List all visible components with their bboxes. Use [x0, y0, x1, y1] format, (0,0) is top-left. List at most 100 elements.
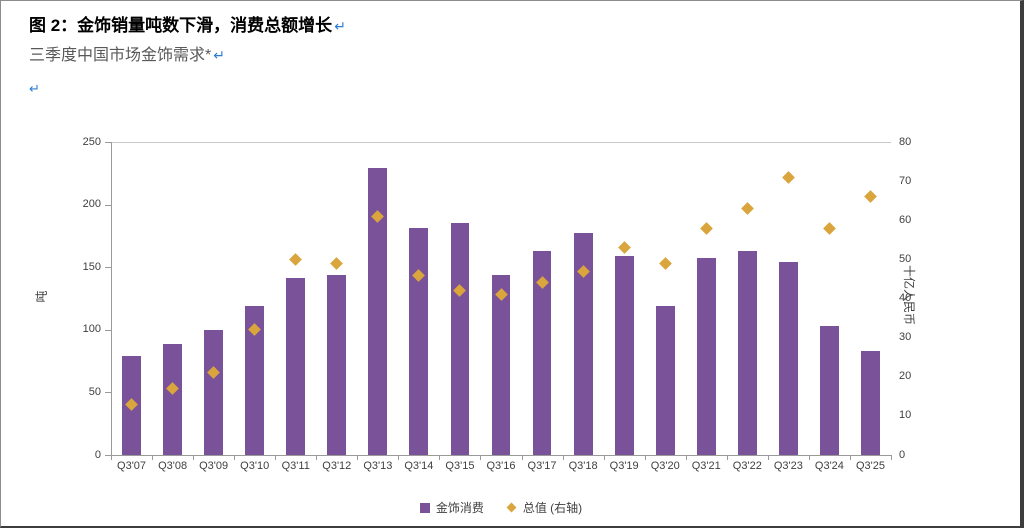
x-tickmark-1: [152, 456, 154, 460]
x-tick-Q3'08: Q3'08: [158, 460, 188, 472]
y-right-tick-50: 50: [899, 252, 912, 265]
y-right-tick-20: 20: [899, 370, 912, 383]
x-tick-Q3'11: Q3'11: [281, 460, 310, 472]
x-tickmark-2: [193, 456, 195, 460]
marker-Q3'25: [864, 190, 877, 204]
bar-Q3'16: [491, 274, 511, 455]
y-left-tick-0: 0: [94, 448, 101, 461]
x-tickmark-12: [603, 456, 605, 460]
bar-Q3'08: [163, 343, 182, 455]
figure-title: 图 2：金饰销量吨数下滑，消费总额增长 ↵: [29, 11, 346, 36]
x-tickmark-0: [111, 456, 112, 460]
bar-Q3'19: [614, 255, 634, 455]
marker-Q3'20: [658, 256, 672, 270]
y-left-tick-200: 200: [82, 198, 101, 211]
y-right-tick-0: 0: [899, 448, 906, 461]
y-left-tickmark-50: [105, 392, 111, 394]
legend-label-diamonds: 总值 (右轴): [522, 501, 583, 515]
y-right-tick-60: 60: [899, 213, 912, 226]
bar-Q3'13: [368, 168, 388, 455]
marker-Q3'11: [289, 253, 303, 266]
y-right-tick-40: 40: [899, 292, 912, 304]
legend-item-bars: 金饰消费: [419, 499, 484, 516]
bar-Q3'23: [778, 262, 798, 455]
marker-Q3'24: [823, 221, 836, 235]
marker-Q3'19: [617, 241, 631, 254]
x-tickmark-19: [891, 456, 892, 460]
x-tickmark-16: [767, 456, 769, 460]
paragraph-mark-icon: ↵: [213, 47, 225, 63]
x-tickmark-9: [480, 456, 482, 460]
x-tickmark-17: [808, 456, 810, 460]
bottom-axis-line: [111, 455, 892, 456]
x-tick-Q3'16: Q3'16: [486, 460, 516, 472]
gold-jewellery-demand-chart: 吨 十亿人民币 0 50 100 150 200 250 0 10 20 30 40 50 60 70 80…: [1, 113, 1020, 521]
legend-item-diamonds: 总值 (右轴): [506, 499, 582, 516]
x-tick-Q3'07: Q3'07: [117, 460, 147, 472]
x-tickmark-5: [316, 456, 318, 460]
bar-swatch-icon: [419, 502, 430, 513]
x-tick-Q3'17: Q3'17: [527, 460, 557, 472]
x-tick-Q3'22: Q3'22: [732, 460, 762, 472]
x-tick-Q3'12: Q3'12: [322, 460, 352, 472]
x-tick-Q3'24: Q3'24: [814, 460, 844, 472]
paragraph-mark-icon: ↵: [334, 18, 346, 34]
y-left-tick-50: 50: [88, 385, 101, 398]
bar-Q3'15: [450, 223, 470, 455]
x-tick-Q3'18: Q3'18: [568, 460, 598, 472]
bar-Q3'17: [532, 250, 552, 455]
x-tickmark-8: [439, 456, 441, 460]
x-tickmark-3: [234, 456, 236, 460]
y-right-tick-70: 70: [899, 174, 912, 187]
x-tickmark-14: [685, 456, 687, 460]
chart-legend: 金饰消费 总值 (右轴): [111, 499, 891, 516]
y-left-tickmark-200: [105, 204, 111, 206]
figure-title-text: 图 2：金饰销量吨数下滑，消费总额增长: [29, 16, 333, 35]
x-tick-Q3'25: Q3'25: [855, 460, 885, 472]
x-tick-Q3'15: Q3'15: [445, 460, 475, 472]
x-tickmark-15: [726, 456, 728, 460]
bar-Q3'10: [245, 306, 265, 455]
marker-Q3'22: [740, 202, 754, 215]
diamond-swatch-icon: [506, 502, 517, 513]
bar-Q3'14: [409, 228, 429, 455]
x-tick-Q3'20: Q3'20: [650, 460, 680, 472]
figure-subtitle-text: 三季度中国市场金饰需求*: [29, 47, 212, 64]
x-tickmark-10: [521, 456, 523, 460]
y-left-tickmark-250: [105, 142, 111, 143]
x-tick-Q3'13: Q3'13: [363, 460, 393, 472]
bar-Q3'09: [204, 329, 224, 455]
y-left-tickmark-100: [105, 329, 111, 331]
marker-Q3'23: [781, 170, 795, 184]
x-tick-Q3'09: Q3'09: [199, 460, 229, 472]
y-left-tick-250: 250: [82, 135, 101, 148]
legend-label-bars: 金饰消费: [435, 501, 484, 515]
bar-Q3'21: [696, 258, 716, 455]
marker-Q3'21: [699, 221, 713, 235]
bar-Q3'12: [327, 274, 347, 455]
x-tick-Q3'21: Q3'21: [691, 460, 721, 472]
left-axis-line: [111, 142, 112, 455]
marker-Q3'12: [330, 256, 344, 270]
x-tickmark-7: [398, 456, 400, 460]
x-tick-Q3'23: Q3'23: [773, 460, 803, 472]
bar-Q3'18: [573, 233, 593, 455]
x-tick-Q3'14: Q3'14: [404, 460, 434, 472]
left-axis-title: 吨: [34, 290, 49, 303]
y-left-tick-100: 100: [82, 323, 101, 336]
bar-Q3'24: [819, 326, 839, 455]
bar-Q3'11: [286, 278, 306, 455]
x-tickmark-11: [562, 456, 564, 460]
y-left-tickmark-0: [105, 455, 111, 456]
paragraph-mark-icon: ↵: [29, 81, 40, 96]
plot-area: [111, 142, 891, 455]
x-tick-Q3'10: Q3'10: [240, 460, 270, 472]
y-left-tickmark-150: [105, 267, 111, 269]
y-right-tick-80: 80: [899, 135, 912, 148]
bar-Q3'20: [655, 306, 675, 455]
y-right-tick-10: 10: [899, 409, 912, 422]
x-tickmark-6: [357, 456, 359, 460]
y-left-tick-150: 150: [82, 260, 101, 273]
top-gridline: [111, 142, 891, 143]
